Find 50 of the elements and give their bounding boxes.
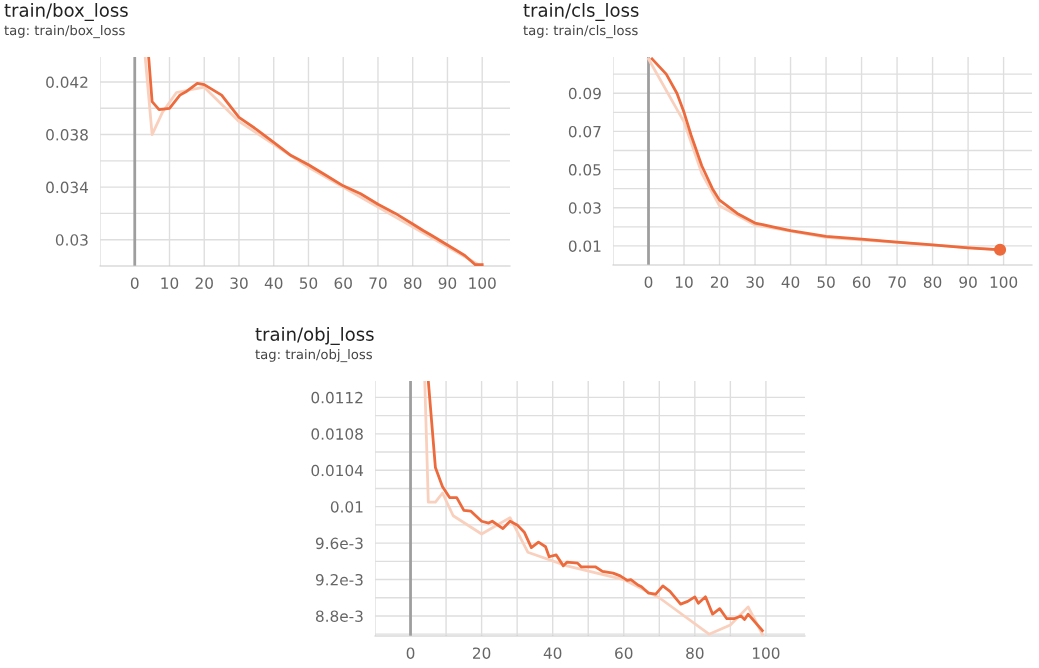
y-tick-label: 9.2e-3 — [315, 574, 363, 586]
chart-title: train/box_loss — [4, 3, 128, 21]
y-tick-label: 0.01 — [568, 240, 601, 252]
y-tick-label: 0.0104 — [311, 464, 364, 477]
x-tick-label: 0 — [130, 277, 139, 289]
chart-subtitle: tag: train/obj_loss — [255, 349, 372, 363]
x-tick-label: 40 — [264, 277, 283, 289]
y-tick-label: 9.6e-3 — [315, 537, 363, 550]
x-tick-label: 100 — [990, 276, 1018, 288]
x-tick-label: 80 — [686, 647, 704, 659]
y-tick-label: 0.0112 — [311, 391, 363, 404]
x-tick-label: 90 — [438, 277, 457, 289]
x-tick-label: 60 — [334, 277, 352, 289]
y-tick-label: 0.01 — [330, 501, 363, 513]
y-tick-label: 0.038 — [46, 129, 88, 141]
chart-title: train/cls_loss — [523, 3, 639, 21]
y-tick-label: 0.09 — [568, 87, 601, 100]
x-tick-label: 0 — [406, 647, 415, 659]
y-tick-label: 8.8e-3 — [316, 610, 363, 622]
y-tick-label: 0.042 — [46, 76, 88, 88]
y-tick-label: 0.05 — [568, 164, 601, 176]
chart-title: train/obj_loss — [255, 327, 374, 345]
x-tick-label: 10 — [675, 276, 693, 288]
x-tick-label: 80 — [923, 276, 942, 288]
y-tick-label: 0.07 — [568, 125, 601, 138]
x-tick-label: 0 — [644, 276, 653, 288]
x-tick-label: 80 — [404, 277, 422, 289]
x-tick-label: 100 — [753, 647, 780, 659]
x-tick-label: 30 — [230, 277, 248, 289]
x-tick-label: 40 — [543, 647, 562, 659]
y-tick-label: 0.034 — [46, 181, 89, 194]
x-tick-label: 50 — [299, 277, 318, 289]
x-tick-label: 60 — [615, 647, 633, 659]
x-tick-label: 100 — [469, 277, 496, 289]
y-tick-label: 0.03 — [55, 234, 88, 246]
x-tick-label: 40 — [781, 276, 800, 288]
x-tick-label: 50 — [817, 276, 835, 288]
chart-subtitle: tag: train/box_loss — [4, 25, 125, 39]
chart-subtitle: tag: train/cls_loss — [523, 25, 638, 39]
x-tick-label: 90 — [959, 276, 977, 288]
x-tick-label: 60 — [852, 276, 871, 288]
x-tick-label: 70 — [369, 277, 387, 289]
y-tick-label: 0.03 — [568, 202, 601, 214]
x-tick-label: 70 — [888, 276, 906, 288]
x-tick-label: 20 — [195, 277, 213, 289]
x-tick-label: 20 — [473, 647, 491, 659]
x-tick-label: 20 — [710, 276, 729, 288]
y-tick-label: 0.0108 — [311, 428, 363, 440]
x-tick-label: 30 — [746, 276, 764, 288]
x-tick-label: 10 — [161, 277, 179, 289]
